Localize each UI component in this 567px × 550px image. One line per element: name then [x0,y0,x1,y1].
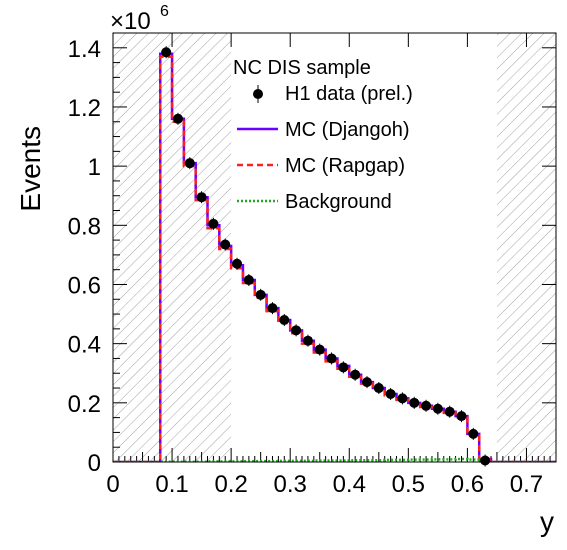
y-axis-label: Events [15,126,46,212]
data-point [397,393,408,404]
data-point [220,239,231,250]
y-tick-label: 0.4 [68,332,101,359]
data-point [468,428,479,439]
data-point [161,47,172,58]
plot-frame [112,32,557,463]
data-point [267,303,278,314]
x-tick-label: 0.1 [155,471,188,498]
y-tick-labels: 0 0.2 0.4 0.6 0.8 1 1.2 1.4 [68,36,101,477]
y-tick-label: 1 [88,154,101,181]
data-point [326,353,337,364]
legend-entry-label: MC (Djangoh) [285,119,409,141]
data-point [444,406,455,417]
data-point [232,258,243,269]
data-point [184,158,195,169]
data-point [350,369,361,380]
data-point [480,455,491,466]
y-tick-label: 0.6 [68,272,101,299]
x-tick-label: 0.5 [392,471,425,498]
excluded-region [496,33,556,462]
legend-entry-label: Background [285,191,392,213]
data-point [456,411,467,422]
y-tick-label: 0.8 [68,213,101,240]
data-point [291,325,302,336]
data-point [373,383,384,394]
y-multiplier: ×10 6 [110,3,169,35]
data-point [243,275,254,286]
series-layer [113,52,556,462]
x-tick-label: 0 [106,471,119,498]
data-point [279,314,290,325]
data-point [409,397,420,408]
data-point [421,400,432,411]
svg-text:6: 6 [160,3,169,20]
x-tick-label: 0.4 [333,471,366,498]
data-point [385,388,396,399]
legend-header: NC DIS sample [233,57,371,79]
x-axis-label: y [540,506,554,537]
legend-entry-label: H1 data (prel.) [285,83,413,105]
data-point [314,344,325,355]
data-point [338,362,349,373]
data-point [172,113,183,124]
svg-text:×10: ×10 [110,8,151,35]
y-tick-label: 1.2 [68,95,101,122]
series-background [113,457,556,462]
y-tick-label: 1.4 [68,36,101,63]
legend: NC DIS sample H1 data (prel.) MC (Djangoh… [233,57,413,213]
x-tick-labels: 0 0.1 0.2 0.3 0.4 0.5 0.6 0.7 [106,471,543,498]
legend-marker-point [253,89,263,99]
x-tick-label: 0.2 [214,471,247,498]
data-point [302,335,313,346]
data-point [208,218,219,229]
legend-entry-label: MC (Rapgap) [285,155,405,177]
data-point [255,289,266,300]
data-point [432,403,443,414]
y-tick-label: 0.2 [68,391,101,418]
x-tick-label: 0.7 [510,471,543,498]
y-tick-label: 0 [88,450,101,477]
x-tick-label: 0.6 [451,471,484,498]
data-point [361,377,372,388]
data-points [161,46,491,467]
x-tick-label: 0.3 [274,471,307,498]
data-point [196,192,207,203]
